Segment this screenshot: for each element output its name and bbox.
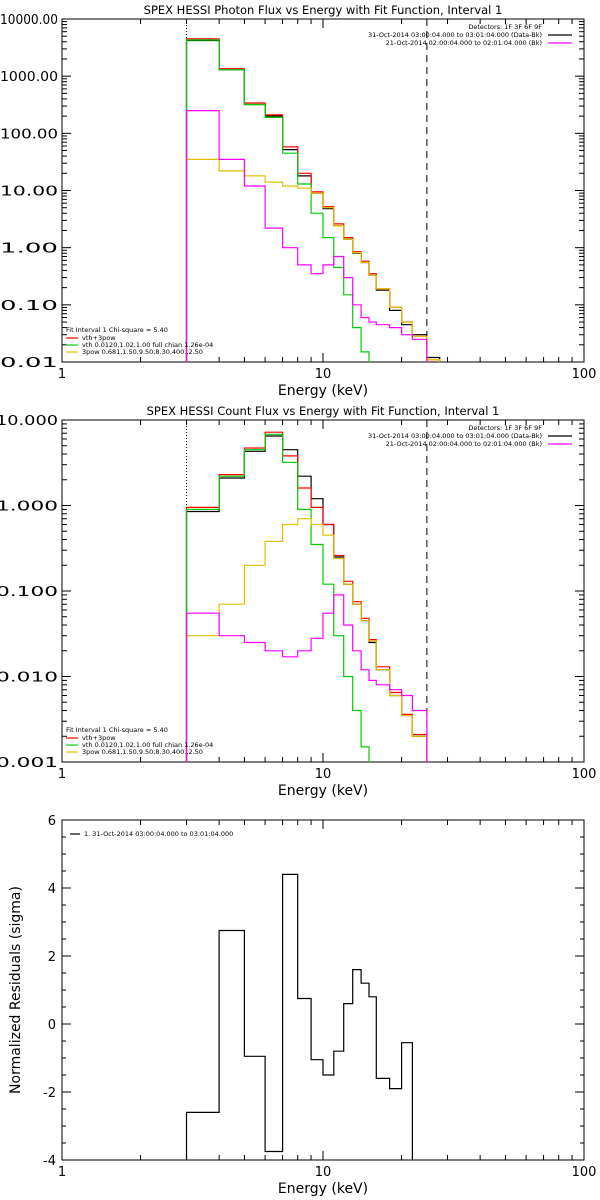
x-tick-label: 10 [315,1165,332,1180]
y-tick-label: 0 [48,1018,56,1033]
fit-legend-entry: vth 0.0120,1.02,1.00 full chian 1.26e-04 [82,341,213,349]
y-axis-label: Normalized Residuals (sigma) [8,886,24,1094]
legend-text: 21-Oct-2014 02:00:04.000 to 02:01:04.000… [386,39,542,47]
y-tick-label: -2 [43,1086,56,1101]
series-vth-line [185,433,370,762]
y-tick-label: 0.10 [0,299,58,314]
y-tick-label: 1.000 [0,500,58,515]
axes-frame [61,419,585,763]
x-axis-label: Energy (keV) [278,783,368,799]
legend-text: Detectors: 1F 3F 6F 9F [468,424,542,432]
fit-legend-entry: 3pow 0.681,1.50,9.50,8.30,400.,2.50 [82,348,203,356]
x-tick-label: 100 [572,1165,597,1180]
count-flux-panel: SPEX HESSI Count Flux vs Energy with Fit… [0,404,596,799]
x-tick-label: 100 [572,367,597,382]
fit-legend-header: Fit Interval 1 Chi-square = 5.40 [66,326,168,334]
legend-text: 31-Oct-2014 03:00:04.000 to 03:01:04.000… [368,31,542,39]
series-bk-line [185,110,428,362]
legend-text: 31-Oct-2014 03:00:04.000 to 03:01:04.000… [368,432,542,440]
fit-legend-entry: vth+3pow [82,734,116,742]
y-tick-label: 4 [48,882,56,897]
y-tick-label: 10000.00 [0,13,58,28]
y-tick-label: 10.00 [0,185,58,200]
series-1-line [185,873,413,1160]
y-tick-label: 1000.00 [0,70,58,85]
y-tick-label: 0.100 [0,585,58,600]
axes-frame [61,819,585,1161]
fit-legend-entry: vth 0.0120,1.02,1.00 full chian 1.26e-04 [82,741,213,749]
y-tick-label: 2 [48,950,56,965]
x-tick-label: 100 [572,767,597,782]
legend-text: Detectors: 1F 3F 6F 9F [468,23,542,31]
y-tick-label: 0.001 [0,756,58,771]
y-tick-label: -4 [43,1154,56,1169]
x-tick-label: 1 [58,367,66,382]
y-tick-label: 0.01 [0,356,58,371]
y-tick-label: 1.00 [0,242,58,257]
y-tick-label: 0.010 [0,671,58,686]
fit-legend-entry: vth+3pow [82,334,116,342]
series-3pow-line [185,158,441,362]
photon-flux-panel: SPEX HESSI Photon Flux vs Energy with Fi… [0,3,596,399]
fit-legend-header: Fit Interval 1 Chi-square = 5.40 [66,726,168,734]
x-tick-label: 1 [58,767,66,782]
x-axis-label: Energy (keV) [278,383,368,399]
y-tick-label: 6 [48,814,56,829]
y-tick-label: 10.000 [0,414,58,429]
series-3pow-line [185,518,428,762]
y-tick-label: 100.00 [0,127,58,142]
x-tick-label: 10 [315,367,332,382]
series-bk-line [185,594,428,762]
legend-text: 1. 31-Oct-2014 03:00:04.000 to 03:01:04.… [84,830,233,838]
x-tick-label: 1 [58,1165,66,1180]
chart-title: SPEX HESSI Photon Flux vs Energy with Fi… [144,3,503,17]
residuals-panel: 1 10 100 Energy (keV) -4 -2 0 2 4 6 Normalized Res… [8,814,596,1197]
series-vth-line [185,39,370,362]
x-tick-label: 10 [315,767,332,782]
legend-text: 21-Oct-2014 02:00:04.000 to 02:01:04.000… [386,440,542,448]
chart-title: SPEX HESSI Count Flux vs Energy with Fit… [147,404,500,418]
x-axis-label: Energy (keV) [278,1181,368,1197]
axes-frame [61,18,585,363]
fit-legend-entry: 3pow 0.681,1.50,9.50,8.30,400.,2.50 [82,748,203,756]
